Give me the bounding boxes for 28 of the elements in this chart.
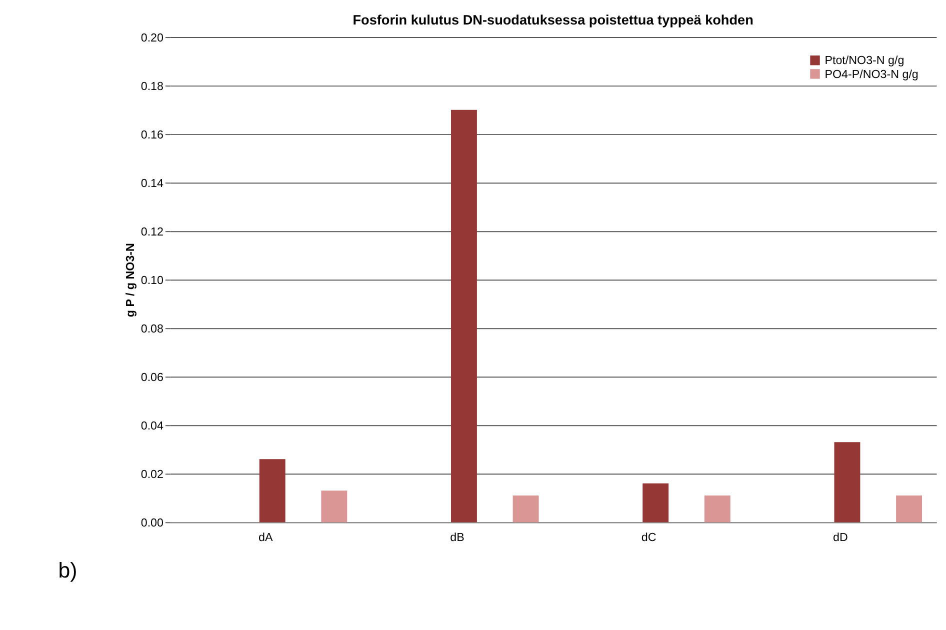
y-tick-label: 0.08	[140, 322, 164, 336]
bar	[642, 483, 669, 522]
y-tick-label: 0.12	[140, 225, 164, 238]
y-tick-label: 0.02	[140, 468, 164, 482]
bar	[704, 496, 730, 522]
y-tick-label: 0.06	[140, 371, 164, 384]
chart-title: Fosforin kulutus DN-suodatuksessa poistettua typpeä kohden	[352, 12, 754, 28]
legend-label: PO4-P/NO3-N g/g	[824, 68, 918, 81]
y-tick-label: 0.16	[140, 128, 164, 142]
x-tick-label: dD	[833, 531, 848, 544]
y-tick-label: 0.14	[140, 176, 164, 190]
y-tick-label: 0.04	[140, 420, 164, 433]
bar	[259, 459, 286, 522]
y-tick-label: 0.00	[140, 516, 164, 530]
y-tick-label: 0.18	[140, 80, 164, 93]
y-tick-label: 0.20	[140, 31, 164, 44]
x-tick-label: dB	[450, 531, 465, 544]
bar	[321, 490, 348, 522]
x-tick-label: dA	[258, 531, 273, 544]
x-tick-label: dC	[641, 531, 656, 544]
bar	[896, 496, 922, 522]
text: b)	[58, 558, 78, 582]
legend-label: Ptot/NO3-N g/g	[824, 54, 904, 68]
bar	[450, 110, 477, 522]
bar	[512, 496, 539, 522]
y-tick-label: 0.10	[140, 274, 164, 287]
y-axis-title: g P / g NO3-N	[124, 243, 138, 318]
bar	[834, 442, 860, 522]
